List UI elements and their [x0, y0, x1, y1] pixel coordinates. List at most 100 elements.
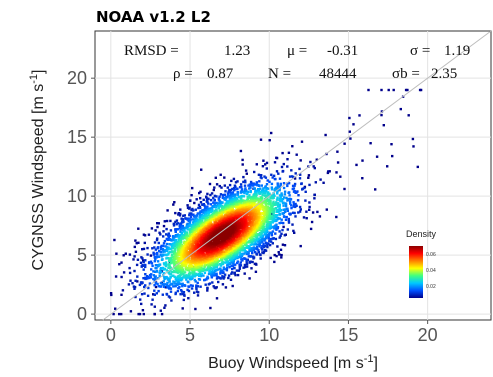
data-point: [165, 227, 168, 231]
data-point: [173, 241, 176, 244]
data-point: [213, 186, 216, 189]
data-point: [374, 188, 377, 191]
data-point: [134, 239, 137, 242]
data-point: [252, 200, 255, 203]
data-point: [240, 185, 243, 189]
data-point: [197, 259, 200, 263]
data-point: [245, 265, 249, 268]
data-point: [200, 264, 204, 267]
data-point: [162, 272, 166, 275]
data-point: [113, 238, 116, 242]
data-point: [203, 278, 206, 282]
data-point: [115, 252, 118, 255]
data-point: [230, 272, 233, 275]
data-point: [169, 272, 173, 275]
data-point: [289, 212, 292, 215]
data-point: [219, 271, 222, 274]
data-point: [187, 256, 191, 260]
data-point: [257, 173, 261, 176]
data-point: [138, 312, 142, 316]
data-point: [343, 142, 346, 145]
data-point: [174, 248, 177, 252]
data-point: [242, 180, 245, 184]
data-point: [270, 240, 273, 243]
data-point: [161, 248, 165, 251]
data-point: [206, 275, 209, 278]
data-point: [246, 198, 249, 202]
data-point: [270, 231, 273, 235]
data-point: [118, 263, 121, 266]
data-point: [267, 237, 270, 240]
data-point: [193, 245, 196, 248]
data-point: [185, 263, 188, 266]
data-point: [290, 169, 293, 172]
data-point: [215, 213, 218, 217]
data-point: [246, 250, 249, 254]
data-point: [189, 199, 192, 202]
data-point: [254, 190, 257, 194]
data-point: [170, 239, 173, 242]
data-point: [182, 259, 186, 262]
data-point: [180, 245, 184, 248]
data-point: [198, 219, 201, 223]
data-point: [254, 243, 257, 246]
data-point: [260, 174, 263, 177]
data-point: [195, 229, 198, 233]
data-point: [173, 263, 177, 267]
data-point: [270, 211, 273, 214]
data-point: [220, 258, 223, 261]
data-point: [256, 184, 259, 187]
data-point: [227, 223, 230, 227]
data-point: [190, 208, 193, 212]
data-point: [236, 187, 239, 190]
data-point: [294, 202, 297, 206]
data-point: [268, 231, 272, 235]
data-point: [358, 114, 361, 117]
data-point: [161, 293, 164, 296]
data-point: [220, 213, 224, 217]
data-point: [213, 199, 216, 202]
data-point: [261, 197, 264, 200]
data-point: [232, 243, 235, 247]
data-point: [186, 233, 189, 237]
data-point: [262, 215, 266, 218]
data-point: [270, 214, 273, 217]
data-point: [281, 228, 284, 232]
data-point: [224, 215, 227, 218]
data-point: [238, 251, 241, 254]
data-point: [142, 277, 145, 280]
data-point: [185, 254, 188, 257]
data-point: [298, 210, 302, 213]
data-point: [153, 293, 156, 296]
data-point: [208, 261, 212, 264]
data-point: [259, 138, 263, 141]
data-point: [231, 206, 234, 209]
data-point: [192, 209, 195, 212]
data-point: [241, 245, 244, 248]
data-point: [245, 252, 249, 256]
data-point: [195, 286, 198, 289]
data-point: [313, 166, 316, 170]
data-point: [261, 205, 264, 209]
data-point: [188, 239, 192, 243]
data-point: [307, 176, 310, 179]
data-point: [258, 239, 261, 242]
data-point: [261, 220, 264, 223]
data-point: [217, 205, 220, 208]
data-point: [245, 206, 249, 209]
data-point: [163, 283, 167, 286]
data-point: [269, 256, 272, 260]
data-point: [380, 113, 383, 117]
data-point: [265, 209, 269, 212]
data-point: [128, 266, 131, 270]
data-point: [268, 227, 272, 230]
data-point: [233, 263, 236, 266]
data-point: [225, 266, 229, 270]
data-point: [184, 268, 188, 271]
data-point: [234, 256, 237, 259]
data-point: [262, 242, 265, 245]
data-point: [312, 165, 315, 168]
data-point: [380, 88, 383, 92]
data-point: [348, 130, 351, 133]
data-point: [162, 242, 166, 245]
